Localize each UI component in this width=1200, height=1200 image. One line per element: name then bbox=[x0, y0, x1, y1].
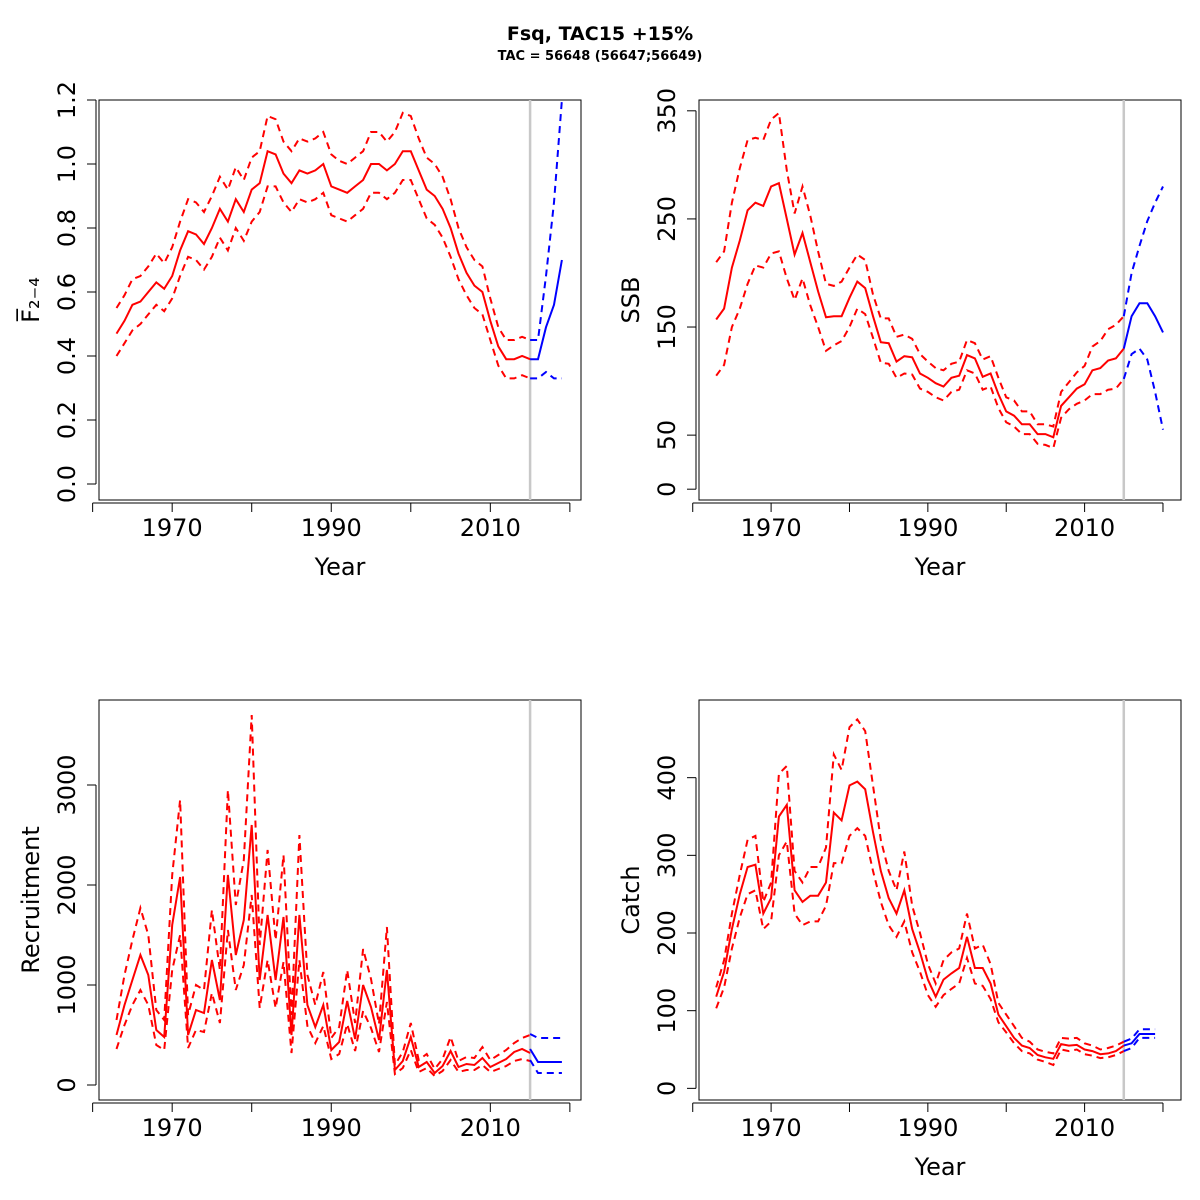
historic-estimate-line bbox=[715, 780, 1125, 1060]
panel-f: 1970 1990 2010 0.0 0.2 0.4 0.6 0.8 1.0 1.2 Year F̅₂… bbox=[16, 81, 582, 581]
plot-frame bbox=[698, 699, 1182, 1101]
y-tick-label: 1.2 bbox=[53, 81, 81, 119]
panel-recruitment: 1970 1990 2010 0 1000 2000 3000 Recruitment bbox=[17, 699, 582, 1142]
plot-frame bbox=[698, 99, 1182, 501]
forecast-upper-line bbox=[530, 100, 563, 341]
x-tick-label: 1990 bbox=[897, 514, 958, 542]
y-axis-title: Recruitment bbox=[17, 826, 45, 973]
panel-catch: 1970 1990 2010 0 100 200 300 400 Year Catch bbox=[617, 699, 1182, 1181]
x-tick-label: 2010 bbox=[1054, 1114, 1115, 1142]
forecast-estimate-line bbox=[1122, 302, 1164, 349]
y-tick-label: 350 bbox=[653, 88, 681, 134]
plot-frame bbox=[98, 699, 582, 1101]
y-tick-label: 200 bbox=[653, 910, 681, 956]
y-tick-label: 3000 bbox=[53, 754, 81, 815]
historic-upper-line bbox=[715, 717, 1125, 1055]
historic-estimate-line bbox=[115, 149, 531, 361]
y-tick-label: 0.6 bbox=[53, 273, 81, 311]
y-tick-label: 50 bbox=[653, 420, 681, 451]
x-axis-title: Year bbox=[314, 553, 366, 581]
y-tick-label: 250 bbox=[653, 196, 681, 242]
forecast-upper-line bbox=[1123, 1028, 1156, 1043]
forecast-estimate-line bbox=[1123, 1033, 1156, 1047]
historic-upper-line bbox=[115, 714, 531, 1071]
y-tick-label: 100 bbox=[653, 988, 681, 1034]
historic-estimate-line bbox=[715, 181, 1125, 439]
forecast-lower-line bbox=[530, 370, 562, 380]
x-tick-label: 1970 bbox=[741, 514, 802, 542]
forecast-estimate-line bbox=[529, 1048, 562, 1063]
forecast-upper-line bbox=[1122, 186, 1164, 317]
y-tick-label: 400 bbox=[653, 755, 681, 801]
y-tick-label: 0.8 bbox=[53, 209, 81, 247]
plot-frame bbox=[98, 99, 582, 501]
forecast-upper-line bbox=[529, 1033, 562, 1039]
figure-title: Fsq, TAC15 +15% bbox=[507, 23, 693, 45]
panel-ssb: 1970 1990 2010 0 50 150 250 350 Year SSB bbox=[617, 88, 1182, 581]
historic-upper-line bbox=[115, 111, 531, 341]
x-tick-label: 2010 bbox=[460, 1114, 521, 1142]
x-tick-label: 1990 bbox=[301, 514, 362, 542]
x-tick-label: 2010 bbox=[1054, 514, 1115, 542]
x-tick-label: 1990 bbox=[301, 1114, 362, 1142]
y-tick-label: 0 bbox=[653, 482, 681, 497]
forecast-lower-line bbox=[1123, 1036, 1156, 1053]
y-tick-label: 150 bbox=[653, 304, 681, 350]
y-tick-label: 1000 bbox=[53, 954, 81, 1015]
historic-lower-line bbox=[115, 894, 531, 1078]
x-tick-label: 1970 bbox=[741, 1114, 802, 1142]
historic-lower-line bbox=[715, 250, 1125, 450]
y-axis-title: F̅₂₋₄ bbox=[16, 277, 45, 323]
forecast-estimate-line bbox=[530, 259, 563, 361]
figure-subtitle: TAC = 56648 (56647;56649) bbox=[498, 49, 703, 64]
x-tick-label: 1990 bbox=[897, 1114, 958, 1142]
historic-estimate-line bbox=[115, 824, 531, 1075]
historic-lower-line bbox=[715, 826, 1125, 1067]
forecast-lower-line bbox=[1122, 347, 1164, 430]
y-tick-label: 0 bbox=[653, 1081, 681, 1096]
y-tick-label: 1.0 bbox=[53, 145, 81, 183]
x-axis-title: Year bbox=[914, 1153, 966, 1181]
y-tick-label: 0.4 bbox=[53, 337, 81, 375]
y-axis-title: Catch bbox=[617, 865, 645, 934]
y-tick-label: 0.2 bbox=[53, 401, 81, 439]
historic-lower-line bbox=[115, 179, 531, 380]
y-axis-title: SSB bbox=[617, 277, 645, 324]
y-tick-label: 2000 bbox=[53, 854, 81, 915]
x-tick-label: 1970 bbox=[142, 1114, 203, 1142]
x-tick-label: 2010 bbox=[460, 514, 521, 542]
y-tick-label: 0.0 bbox=[53, 465, 81, 503]
panels: 1970 1990 2010 0.0 0.2 0.4 0.6 0.8 1.0 1.2 Year F̅₂… bbox=[16, 81, 1182, 1181]
y-tick-label: 300 bbox=[653, 832, 681, 878]
y-tick-label: 0 bbox=[53, 1077, 81, 1092]
x-axis-title: Year bbox=[914, 553, 966, 581]
historic-upper-line bbox=[715, 111, 1125, 428]
x-tick-label: 1970 bbox=[142, 514, 203, 542]
